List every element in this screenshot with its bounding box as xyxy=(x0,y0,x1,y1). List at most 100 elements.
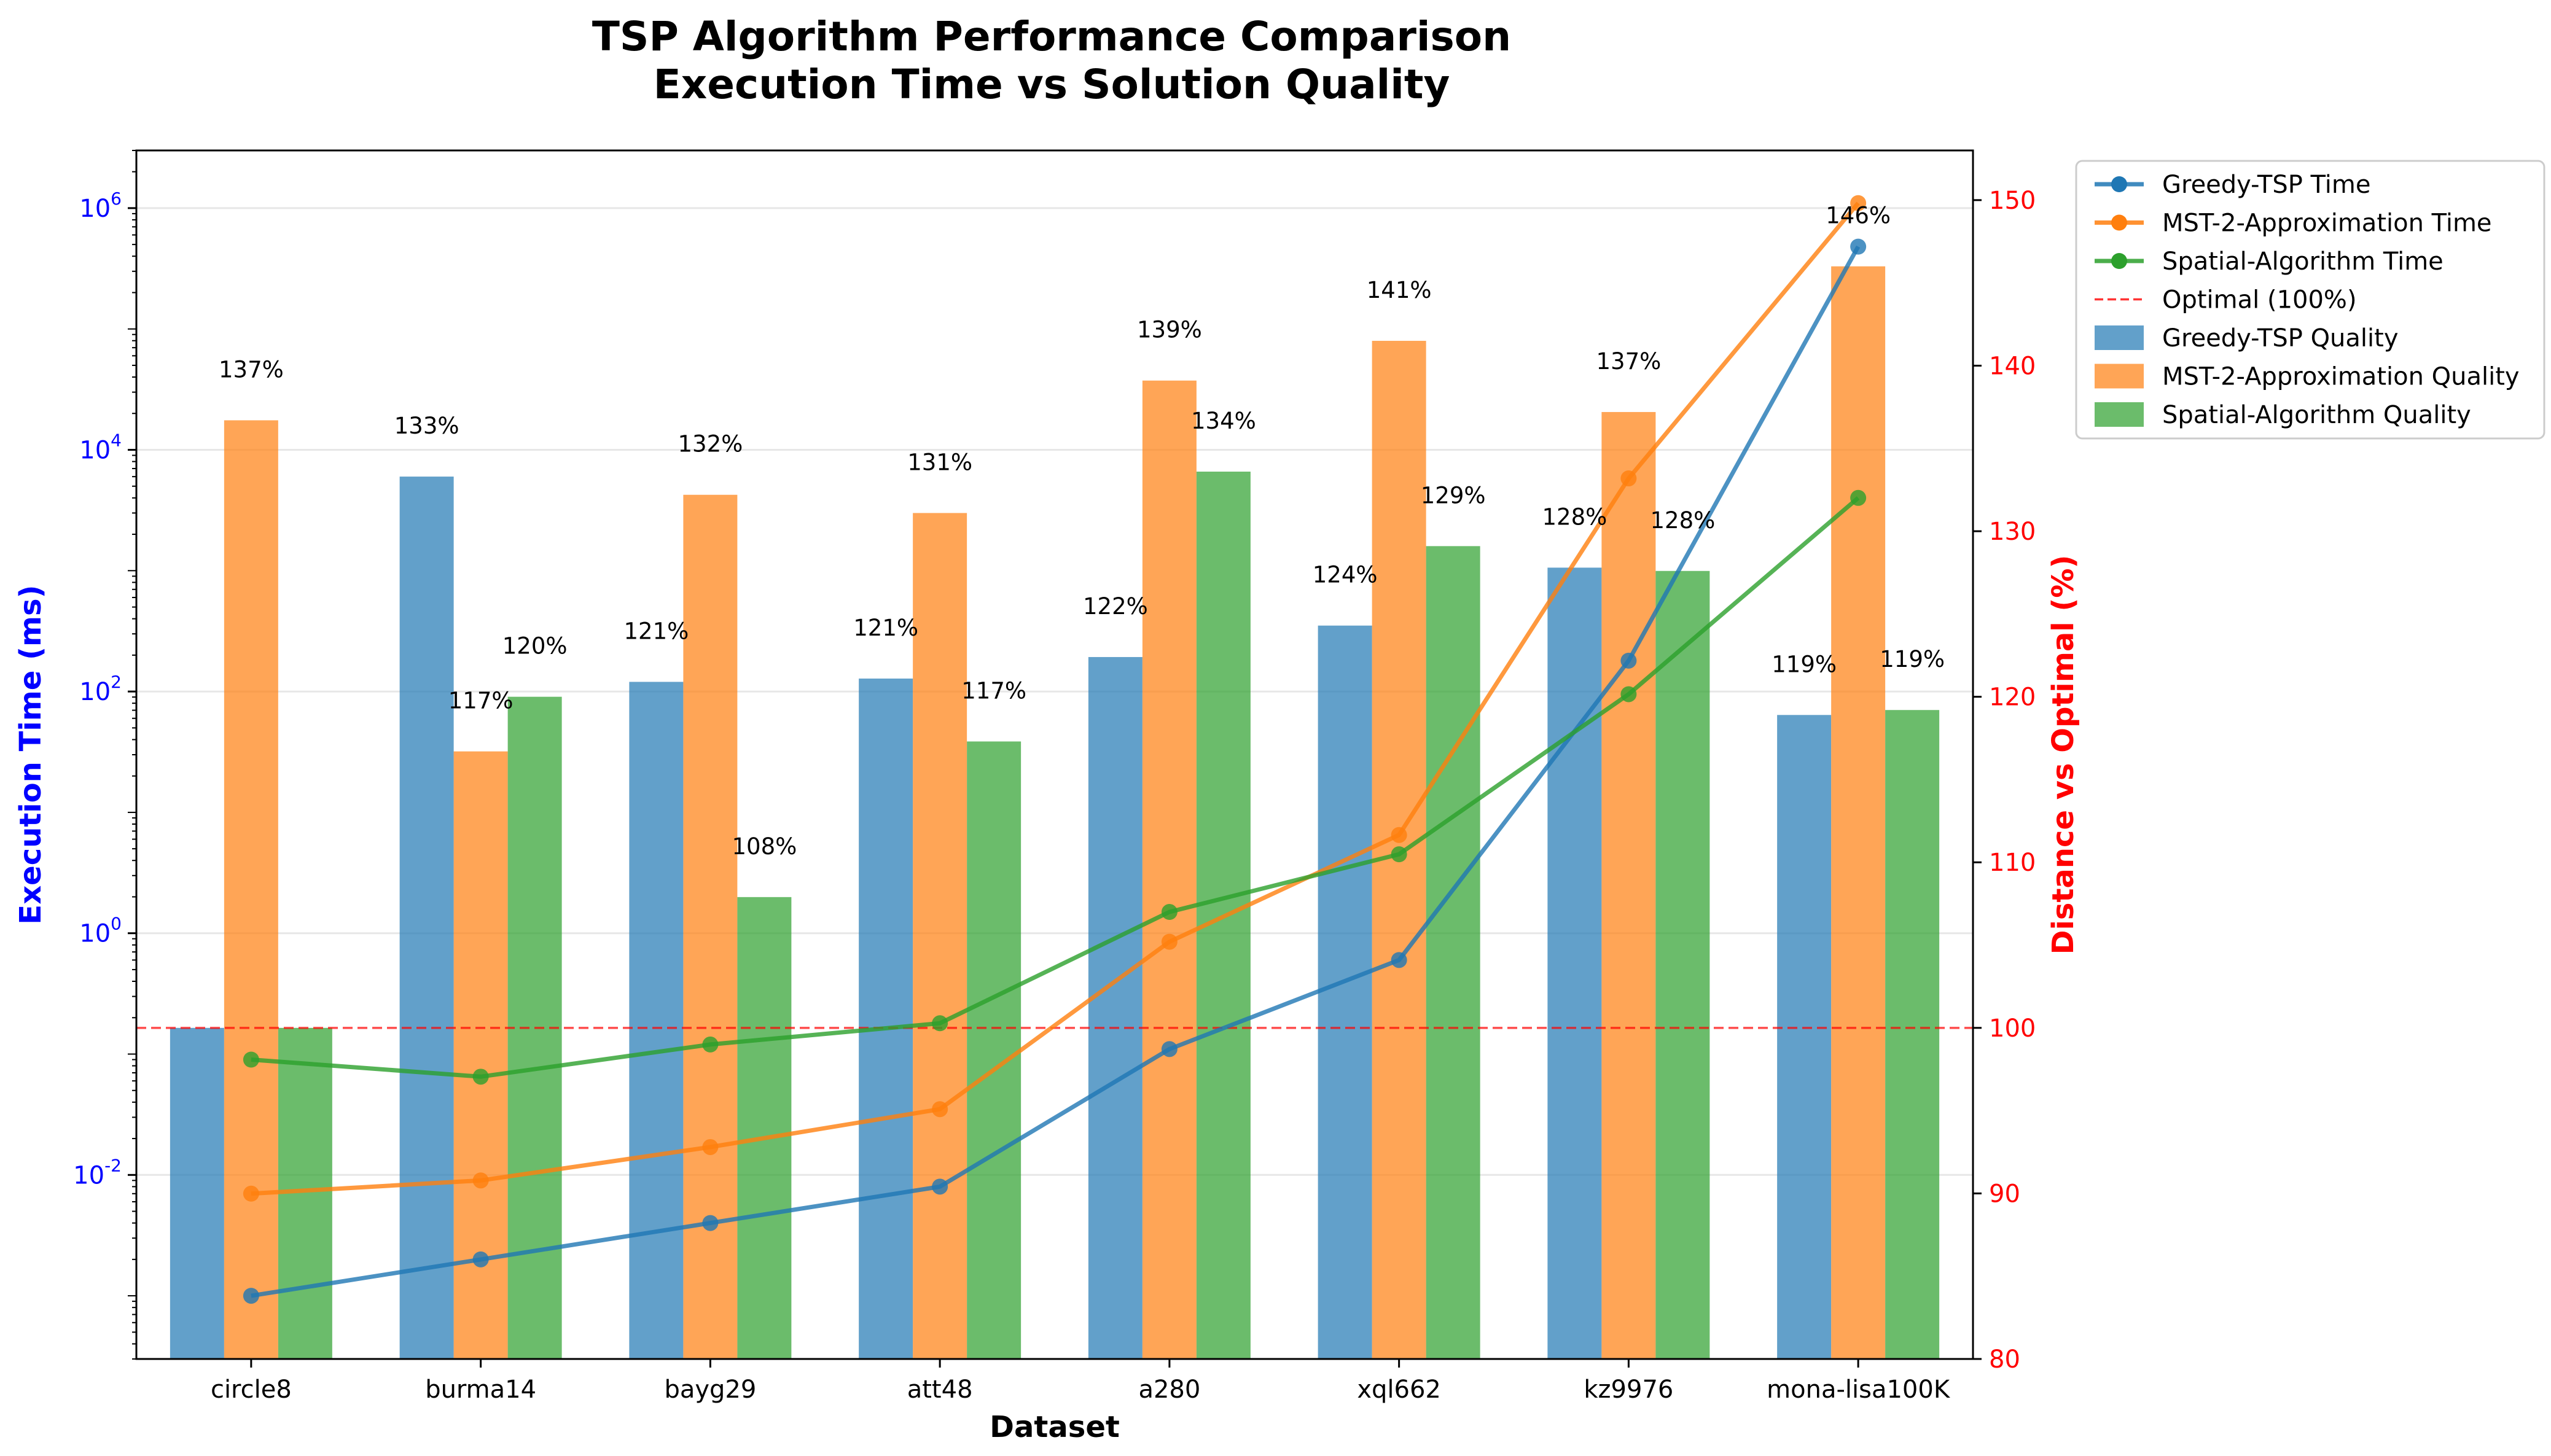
legend-bar-swatch xyxy=(2095,402,2144,427)
bar-value-label: 120% xyxy=(502,633,568,660)
time-series-marker xyxy=(243,1051,259,1068)
time-series-marker xyxy=(1620,652,1637,669)
time-series-marker xyxy=(932,1101,948,1118)
right-tick-label: 140 xyxy=(1989,352,2036,380)
legend: Greedy-TSP Time MST-2-Approximation Time S… xyxy=(2075,160,2545,440)
quality-bar xyxy=(913,513,967,1359)
time-series-marker xyxy=(243,1185,259,1202)
x-axis-label: Dataset xyxy=(990,1410,1120,1444)
left-tick-label: 10-2 xyxy=(73,1155,122,1189)
bar-value-label: 139% xyxy=(1137,317,1202,343)
bar-value-label: 132% xyxy=(678,431,743,457)
legend-marker-swatch xyxy=(2111,176,2127,192)
right-tick-label: 100 xyxy=(1989,1014,2036,1043)
right-tick-label: 90 xyxy=(1989,1180,2020,1208)
time-series-line xyxy=(251,201,1860,1196)
bar-value-label: 128% xyxy=(1650,507,1715,534)
left-y-axis-label: Execution Time (ms) xyxy=(14,585,48,924)
bar-value-label: 119% xyxy=(1772,651,1837,677)
x-axis: circle8 burma14 bayg29 att48 a280 xql662 kz997… xyxy=(211,1359,1951,1404)
time-series-marker xyxy=(1391,827,1407,843)
time-series-marker xyxy=(1161,904,1178,921)
right-y-axis: 80 90 100 110 120 130 140 150 xyxy=(1973,187,2036,1374)
x-tick-label: mona-lisa100K xyxy=(1767,1376,1951,1404)
left-tick-label: 102 xyxy=(79,672,122,706)
quality-bar xyxy=(967,741,1022,1359)
x-tick-label: xql662 xyxy=(1357,1376,1441,1404)
quality-bar xyxy=(737,897,792,1359)
left-tick-label: 104 xyxy=(79,430,122,464)
bar-value-label: 122% xyxy=(1083,593,1148,620)
quality-bar xyxy=(1547,567,1602,1359)
bar-value-label: 117% xyxy=(448,688,514,714)
bar-value-label: 137% xyxy=(219,356,284,383)
time-series-marker xyxy=(702,1215,719,1231)
right-tick-label: 150 xyxy=(1989,187,2036,215)
bar-value-label: 124% xyxy=(1313,562,1378,588)
right-tick-label: 130 xyxy=(1989,518,2036,546)
time-series-marker xyxy=(472,1172,489,1189)
bar-value-label: 128% xyxy=(1542,504,1607,530)
bar-value-label: 131% xyxy=(907,449,972,475)
legend-bar-swatch xyxy=(2095,325,2144,350)
bar-value-label: 146% xyxy=(1826,203,1891,229)
chart-title-line-1: TSP Algorithm Performance Comparison xyxy=(592,13,1511,60)
left-tick-label: 106 xyxy=(79,189,122,223)
legend-entry-label: MST-2-Approximation Quality xyxy=(2162,363,2520,391)
quality-bar xyxy=(1601,411,1656,1359)
bar-value-label: 134% xyxy=(1191,408,1256,434)
legend-entry-label: Optimal (100%) xyxy=(2162,286,2357,314)
right-y-axis-label: Distance vs Optimal (%) xyxy=(2046,555,2080,955)
time-series-marker xyxy=(472,1251,489,1267)
chart-title-line-2: Execution Time vs Solution Quality xyxy=(654,61,1450,108)
legend-entry-label: Spatial-Algorithm Time xyxy=(2162,247,2444,276)
time-series-marker xyxy=(932,1015,948,1032)
left-y-axis: 10-2 100 102 104 106 xyxy=(73,150,136,1360)
time-series-marker xyxy=(1391,846,1407,863)
time-series-marker xyxy=(702,1036,719,1053)
time-series-marker xyxy=(1850,195,1867,211)
x-tick-label: circle8 xyxy=(211,1376,292,1404)
legend-box xyxy=(2075,160,2545,440)
time-series-line xyxy=(251,245,1861,1298)
quality-bar xyxy=(453,751,508,1359)
quality-bar xyxy=(1318,625,1372,1360)
legend-entry-label: Greedy-TSP Time xyxy=(2162,171,2370,199)
bar-value-label: 121% xyxy=(853,615,918,641)
bar-value-label: 121% xyxy=(623,618,689,644)
quality-bar xyxy=(1655,570,1710,1360)
quality-bar xyxy=(1831,266,1886,1359)
quality-bar xyxy=(224,420,278,1359)
quality-bar xyxy=(629,682,684,1359)
time-series-marker xyxy=(1161,933,1178,950)
legend-entry-label: MST-2-Approximation Time xyxy=(2162,209,2492,238)
x-tick-label: a280 xyxy=(1138,1376,1200,1404)
time-series-marker xyxy=(1391,952,1407,968)
quality-bar xyxy=(683,494,738,1360)
x-tick-label: bayg29 xyxy=(664,1376,756,1404)
time-series-marker xyxy=(243,1288,259,1304)
legend-bar-swatch xyxy=(2095,364,2144,389)
bar-value-label: 141% xyxy=(1367,277,1432,303)
right-tick-label: 80 xyxy=(1989,1345,2020,1374)
bar-value-label: 119% xyxy=(1880,646,1945,672)
bar-value-labels: 133% 121% 121% 122% 124% 128% 119% 137% 117% 132%… xyxy=(219,203,1945,860)
quality-bar xyxy=(1142,380,1197,1359)
legend-marker-swatch xyxy=(2111,214,2127,231)
legend-marker-swatch xyxy=(2111,253,2127,269)
quality-bar xyxy=(1777,715,1832,1359)
bar-value-label: 129% xyxy=(1421,482,1486,508)
time-series-marker xyxy=(1620,686,1637,703)
time-series-marker xyxy=(1620,470,1637,487)
quality-bar xyxy=(859,678,913,1359)
bar-value-label: 133% xyxy=(394,413,459,439)
time-series-marker xyxy=(1850,238,1867,255)
time-series-line xyxy=(251,496,1860,1079)
quality-bar xyxy=(1426,546,1480,1359)
left-tick-label: 100 xyxy=(79,914,122,948)
time-series-marker xyxy=(932,1178,948,1195)
x-tick-label: kz9976 xyxy=(1584,1376,1673,1404)
time-series-marker xyxy=(472,1069,489,1085)
legend-entry-label: Greedy-TSP Quality xyxy=(2162,324,2399,352)
